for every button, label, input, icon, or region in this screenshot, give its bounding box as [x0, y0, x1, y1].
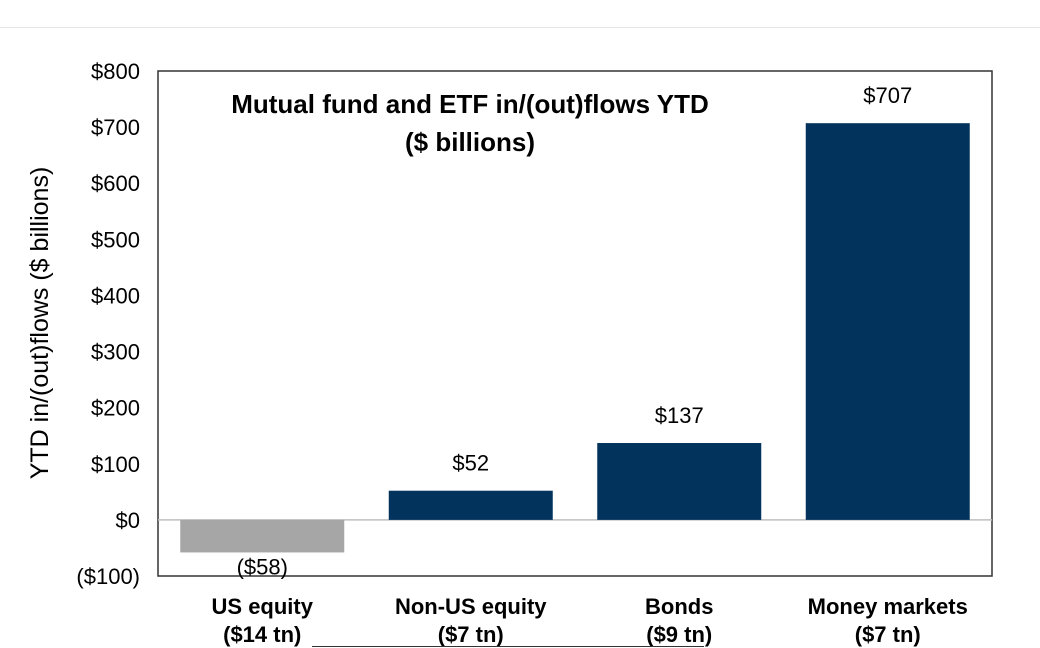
y-tick-label: $200 — [91, 396, 140, 421]
data-label: ($58) — [237, 554, 288, 579]
category-sublabel: ($9 tn) — [646, 622, 712, 647]
y-tick-label: $800 — [91, 59, 140, 84]
category-sublabel: ($7 tn) — [855, 622, 921, 647]
bar — [805, 123, 970, 520]
category-underline — [312, 646, 704, 647]
y-axis-ticks: $800 $700 $600 $500 $400 $300 $200 $100 $0 ($100) — [76, 59, 140, 589]
y-tick-label: $600 — [91, 171, 140, 196]
bars — [180, 123, 970, 553]
category-label: Bonds — [645, 594, 713, 619]
y-tick-label: $400 — [91, 283, 140, 308]
category-sublabel: ($14 tn) — [223, 622, 301, 647]
bar — [180, 519, 345, 553]
y-axis-label: YTD in/(out)flows ($ billions) — [26, 167, 54, 480]
category-label: Non-US equity — [395, 594, 547, 619]
y-tick-label: $300 — [91, 340, 140, 365]
data-labels: ($58) $52 $137 $707 — [237, 83, 913, 579]
category-label: Money markets — [808, 594, 968, 619]
data-label: $137 — [655, 403, 704, 428]
bar — [388, 490, 553, 520]
y-tick-label: $0 — [116, 508, 140, 533]
bar — [597, 443, 762, 520]
y-tick-label: $700 — [91, 115, 140, 140]
y-tick-label: $500 — [91, 227, 140, 252]
y-tick-label: $100 — [91, 452, 140, 477]
plot-area-frame — [157, 70, 993, 577]
x-axis-labels: US equity ($14 tn) Non-US equity ($7 tn) Bon… — [212, 594, 968, 647]
top-divider — [0, 27, 1040, 28]
y-tick-label: ($100) — [76, 564, 140, 589]
data-label: $52 — [452, 451, 489, 476]
chart-title-line-2: ($ billions) — [405, 127, 535, 157]
chart-title-line-1: Mutual fund and ETF in/(out)flows YTD — [231, 89, 709, 119]
category-label: US equity — [212, 594, 314, 619]
category-sublabel: ($7 tn) — [438, 622, 504, 647]
data-label: $707 — [863, 83, 912, 108]
